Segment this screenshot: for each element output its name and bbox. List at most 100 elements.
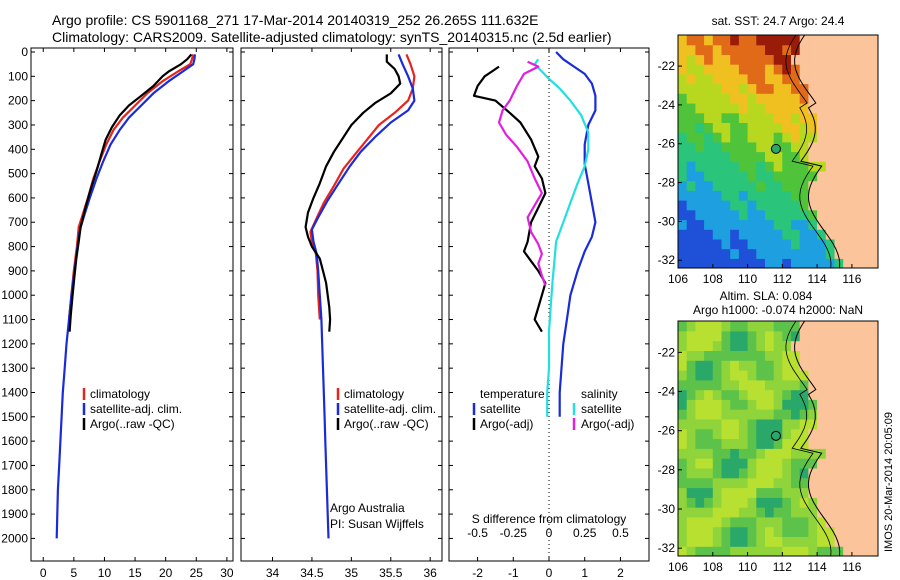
map-cell bbox=[834, 418, 844, 430]
map-cell bbox=[704, 526, 714, 537]
map-cell bbox=[704, 238, 714, 250]
map-cell bbox=[721, 83, 731, 94]
map-cell bbox=[686, 103, 696, 114]
map-cell bbox=[695, 161, 705, 172]
map-cell bbox=[825, 103, 836, 114]
map-cell bbox=[773, 151, 783, 162]
map-cell bbox=[869, 321, 878, 332]
map-cell bbox=[721, 399, 731, 410]
x-tick-label: 35.5 bbox=[379, 566, 403, 580]
map-title-line: Argo h1000: -0.074 h2000: NaN bbox=[693, 303, 863, 317]
map-cell bbox=[773, 467, 783, 479]
map-cell bbox=[686, 44, 696, 55]
map-cell bbox=[851, 258, 862, 268]
map-cell bbox=[747, 409, 757, 420]
map-cell bbox=[730, 438, 740, 449]
map-cell bbox=[782, 258, 792, 268]
map-cell bbox=[851, 103, 862, 114]
map-cell bbox=[678, 93, 688, 104]
map-cell bbox=[765, 112, 775, 123]
map-cell bbox=[782, 200, 792, 211]
map-cell bbox=[851, 83, 862, 94]
map-cell bbox=[756, 103, 766, 114]
map-cell bbox=[808, 409, 818, 420]
map-cell bbox=[825, 190, 836, 201]
map-cell bbox=[808, 438, 818, 449]
map-cell bbox=[791, 258, 801, 268]
lat-tick-label: -26 bbox=[658, 424, 676, 438]
map-cell bbox=[860, 132, 870, 143]
map-cell bbox=[825, 122, 836, 133]
map-cell bbox=[773, 93, 783, 104]
map-cell bbox=[738, 458, 749, 469]
map-cell bbox=[747, 44, 757, 55]
map-cell bbox=[747, 389, 757, 400]
map-cell bbox=[738, 83, 749, 94]
map-cell bbox=[756, 112, 766, 123]
map-cell bbox=[808, 330, 818, 342]
map-cell bbox=[799, 448, 809, 459]
map-cell bbox=[869, 477, 878, 489]
map-cell bbox=[756, 180, 766, 191]
map-cell bbox=[791, 180, 801, 191]
map-cell bbox=[860, 209, 870, 221]
map-cell bbox=[721, 507, 731, 518]
map-cell bbox=[834, 219, 844, 230]
map-cell bbox=[843, 321, 853, 332]
map-cell bbox=[756, 399, 766, 410]
map-cell bbox=[686, 546, 696, 556]
map-cell bbox=[721, 248, 731, 259]
map-cell bbox=[773, 546, 783, 556]
map-cell bbox=[860, 122, 870, 133]
map-cell bbox=[686, 54, 696, 65]
map-cell bbox=[808, 546, 818, 556]
map-cell bbox=[712, 190, 723, 201]
map-cell bbox=[712, 258, 723, 268]
map-cell bbox=[817, 516, 827, 528]
map-cell bbox=[712, 103, 723, 114]
map-cell bbox=[765, 526, 775, 537]
map-cell bbox=[695, 526, 705, 537]
sla-map-frame bbox=[677, 320, 879, 557]
map-cell bbox=[686, 190, 696, 201]
map-cell bbox=[834, 516, 844, 528]
map-cell bbox=[686, 389, 696, 400]
map-cell bbox=[712, 200, 723, 211]
map-cell bbox=[860, 487, 870, 498]
map-cell bbox=[851, 458, 862, 469]
map-cell bbox=[747, 132, 757, 143]
map-cell bbox=[851, 132, 862, 143]
map-cell bbox=[860, 330, 870, 342]
map-cell bbox=[695, 151, 705, 162]
map-cell bbox=[730, 546, 740, 556]
map-cell bbox=[799, 330, 809, 342]
map-cell bbox=[721, 448, 731, 459]
map-cell bbox=[773, 83, 783, 94]
map-cell bbox=[869, 467, 878, 479]
map-cell bbox=[817, 151, 827, 162]
map-cell bbox=[869, 122, 878, 133]
map-cell bbox=[825, 44, 836, 55]
map-cell bbox=[791, 200, 801, 211]
map-cell bbox=[765, 360, 775, 371]
map-cell bbox=[825, 170, 836, 182]
difference-line-satellite bbox=[533, 58, 590, 417]
map-cell bbox=[869, 238, 878, 250]
map-cell bbox=[808, 190, 818, 201]
map-cell bbox=[808, 507, 818, 518]
map-cell bbox=[834, 122, 844, 133]
map-cell bbox=[678, 536, 688, 547]
map-cell bbox=[765, 350, 775, 361]
map-cell bbox=[738, 229, 749, 240]
depth-tick-label: 500 bbox=[8, 167, 28, 181]
map-cell bbox=[765, 170, 775, 182]
map-cell bbox=[791, 35, 801, 46]
map-cell bbox=[860, 64, 870, 75]
map-cell bbox=[825, 321, 836, 332]
map-cell bbox=[695, 35, 705, 46]
map-cell bbox=[678, 170, 688, 182]
map-cell bbox=[869, 428, 878, 440]
map-cell bbox=[851, 330, 862, 342]
map-cell bbox=[799, 219, 809, 230]
map-cell bbox=[817, 219, 827, 230]
